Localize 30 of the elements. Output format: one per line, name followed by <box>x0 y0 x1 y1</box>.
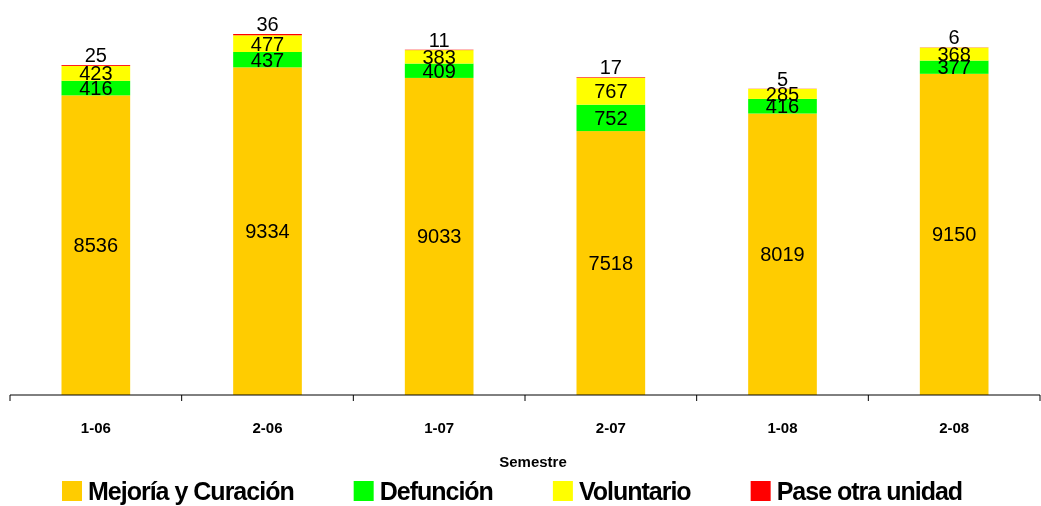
x-tick-label: 1-07 <box>424 419 455 436</box>
data-label: 36 <box>256 13 279 35</box>
data-label: 752 <box>594 106 628 129</box>
data-label: 25 <box>84 44 107 67</box>
bar <box>576 131 646 395</box>
data-label: 11 <box>428 28 450 51</box>
data-label: 9033 <box>416 225 462 248</box>
data-label: 17 <box>599 56 622 79</box>
data-label: 7518 <box>588 252 634 275</box>
bar <box>748 113 817 395</box>
bar <box>404 77 474 395</box>
bar <box>919 73 989 395</box>
data-label: 8536 <box>73 234 119 257</box>
legend-label: Defunción <box>379 477 493 505</box>
bar <box>576 77 646 105</box>
x-tick-label: 2-06 <box>252 419 283 436</box>
bar <box>61 95 131 395</box>
bar <box>233 67 302 395</box>
legend-label: Voluntario <box>578 477 692 505</box>
data-label: 767 <box>594 80 628 103</box>
legend-label: Pase otra unidad <box>776 477 963 505</box>
legend-label: Mejoría y Curación <box>88 477 294 505</box>
x-tick-label: 2-08 <box>939 419 970 436</box>
x-tick-label: 2-07 <box>595 419 626 436</box>
data-label: 8019 <box>760 243 805 266</box>
data-label: 9334 <box>245 220 290 243</box>
x-axis-title: Semestre <box>499 453 567 470</box>
x-tick-label: 1-08 <box>767 419 798 436</box>
data-label: 9150 <box>931 223 977 246</box>
x-tick-label: 1-06 <box>80 419 111 436</box>
